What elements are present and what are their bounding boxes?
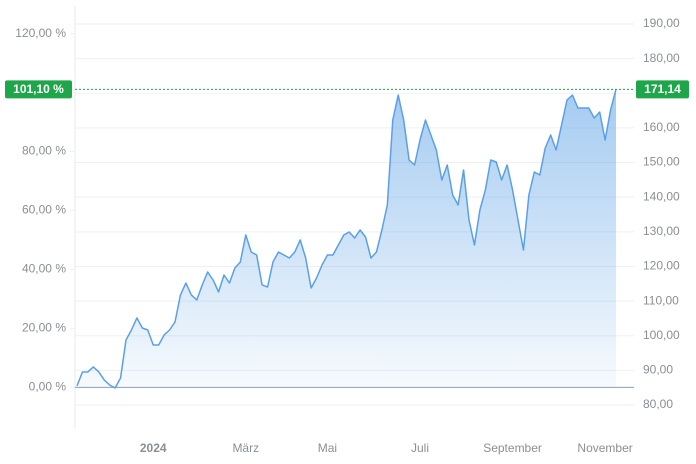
y2-tick-label: 140,00 [643,189,680,203]
y2-tick-label: 150,00 [643,155,680,169]
y2-tick-label: 80,00 [643,397,673,411]
y2-tick-label: 130,00 [643,224,680,238]
x-tick-label: Mai [318,441,337,455]
y2-tick-label: 90,00 [643,363,673,377]
y-tick-label: 0,00 % [29,379,67,393]
value-badge [636,80,689,99]
x-tick-label: Juli [411,441,429,455]
y2-tick-label: 100,00 [643,328,680,342]
x-tick-label: November [577,441,632,455]
series-area [77,89,616,388]
y2-tick-label: 160,00 [643,120,680,134]
y2-tick-label: 120,00 [643,259,680,273]
series-line [76,89,617,389]
y-tick-label: 40,00 % [22,262,66,276]
y2-tick-label: 180,00 [643,51,680,65]
x-tick-label: 2024 [140,441,167,455]
value-badge [5,80,72,99]
y-tick-label: 20,00 % [22,321,66,335]
y-tick-label: 80,00 % [22,144,66,158]
x-tick-label: März [232,441,259,455]
y2-tick-label: 190,00 [643,16,680,30]
y2-tick-label: 110,00 [643,293,679,307]
value-badge-label: 101,10 % [13,82,64,96]
value-badge-label: 171,14 [644,82,681,96]
y-tick-label: 120,00 % [15,26,66,40]
x-tick-label: September [483,441,542,455]
y-tick-label: 60,00 % [22,203,66,217]
